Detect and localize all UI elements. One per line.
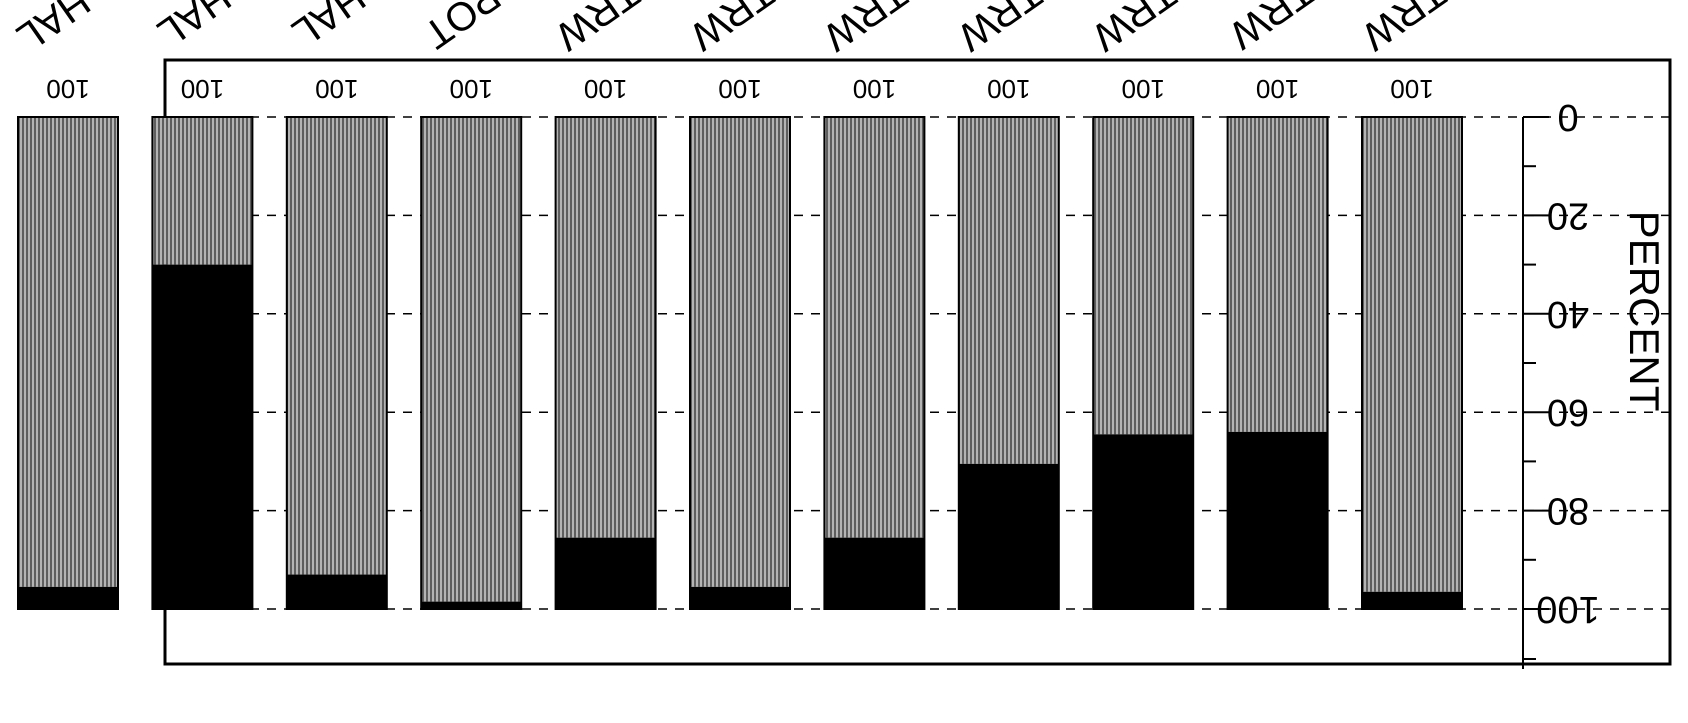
bar-lower-segment [1362, 117, 1462, 592]
category-label: L-TRW [1221, 0, 1350, 57]
bar-upper-segment [18, 586, 118, 609]
bar-upper-segment [958, 463, 1059, 609]
bar-lower-segment [1227, 117, 1328, 432]
y-tick-label: 100 [1536, 588, 1599, 630]
bar-outline [420, 116, 523, 610]
category-label: H-TRW [1084, 0, 1218, 59]
category-label: B-TRW [682, 0, 814, 59]
bar-total-label: 100 [1122, 74, 1165, 104]
bar-total-label: 100 [1390, 74, 1433, 104]
y-axis: 0 20 40 60 80 100 [1522, 96, 1600, 669]
category-label: D-TRW [950, 0, 1084, 59]
bar-outline [1226, 116, 1329, 610]
bar-outline [957, 116, 1060, 610]
bar-upper-segment [690, 586, 790, 609]
y-tick-label: 0 [1557, 96, 1578, 138]
bar-total-label: 100 [987, 74, 1030, 104]
bars [17, 116, 1463, 610]
bar-outline [823, 116, 926, 610]
y-axis-title: PERCENT [1621, 211, 1668, 412]
bar-outline [689, 116, 791, 610]
category-label: C-POT [416, 0, 543, 57]
bar-upper-segment [1362, 591, 1462, 609]
bar-total-label: 100 [718, 74, 761, 104]
bar-lower-segment [1093, 117, 1194, 435]
category-label: S-HAL [284, 0, 406, 55]
bar-lower-segment [286, 117, 387, 575]
y-tick-label: 80 [1547, 490, 1589, 532]
bar-upper-segment [824, 537, 925, 609]
category-label: A-TRW [547, 0, 679, 59]
category-label: C-TRW [815, 0, 949, 59]
category-label: P-TRW [1354, 0, 1486, 59]
y-tick-label: 20 [1547, 194, 1589, 236]
bar-upper-segment [286, 574, 387, 609]
bar-total-label: 100 [181, 74, 224, 104]
category-label: K-HAL [150, 0, 272, 55]
bar-outline [1092, 116, 1195, 610]
bar-lower-segment [421, 117, 522, 602]
bar-outline [1361, 116, 1463, 610]
bar-upper-segment [421, 601, 522, 609]
y-tick-label: 60 [1547, 391, 1589, 433]
bar-total-label: 100 [1256, 74, 1299, 104]
bar-upper-segment [1227, 431, 1328, 609]
bar-outline [17, 116, 119, 610]
bar-lower-segment [555, 117, 656, 538]
bar-lower-segment [824, 117, 925, 538]
bar-total-labels: 100 100 100 100 100 100 100 100 100 100 100 [46, 74, 1433, 104]
bar-outline [151, 116, 254, 610]
bar-lower-segment [690, 117, 790, 587]
bar-upper-segment [555, 537, 656, 609]
bar-total-label: 100 [584, 74, 627, 104]
bar-lower-segment [152, 117, 253, 265]
category-label: C--HAL [9, 0, 143, 59]
bar-upper-segment [1093, 434, 1194, 609]
bar-outline [285, 116, 388, 610]
bar-lower-segment [18, 117, 118, 587]
bar-upper-segment [152, 264, 253, 609]
category-labels: P-TRWL-TRWH-TRWD-TRWC-TRWB-TRWA-TRWC-POT… [9, 0, 1486, 59]
bar-total-label: 100 [450, 74, 493, 104]
bar-total-label: 100 [315, 74, 358, 104]
y-tick-label: 40 [1547, 293, 1589, 335]
bar-lower-segment [958, 117, 1059, 464]
bar-outline [554, 116, 657, 610]
bar-total-label: 100 [46, 74, 89, 104]
bar-total-label: 100 [853, 74, 896, 104]
